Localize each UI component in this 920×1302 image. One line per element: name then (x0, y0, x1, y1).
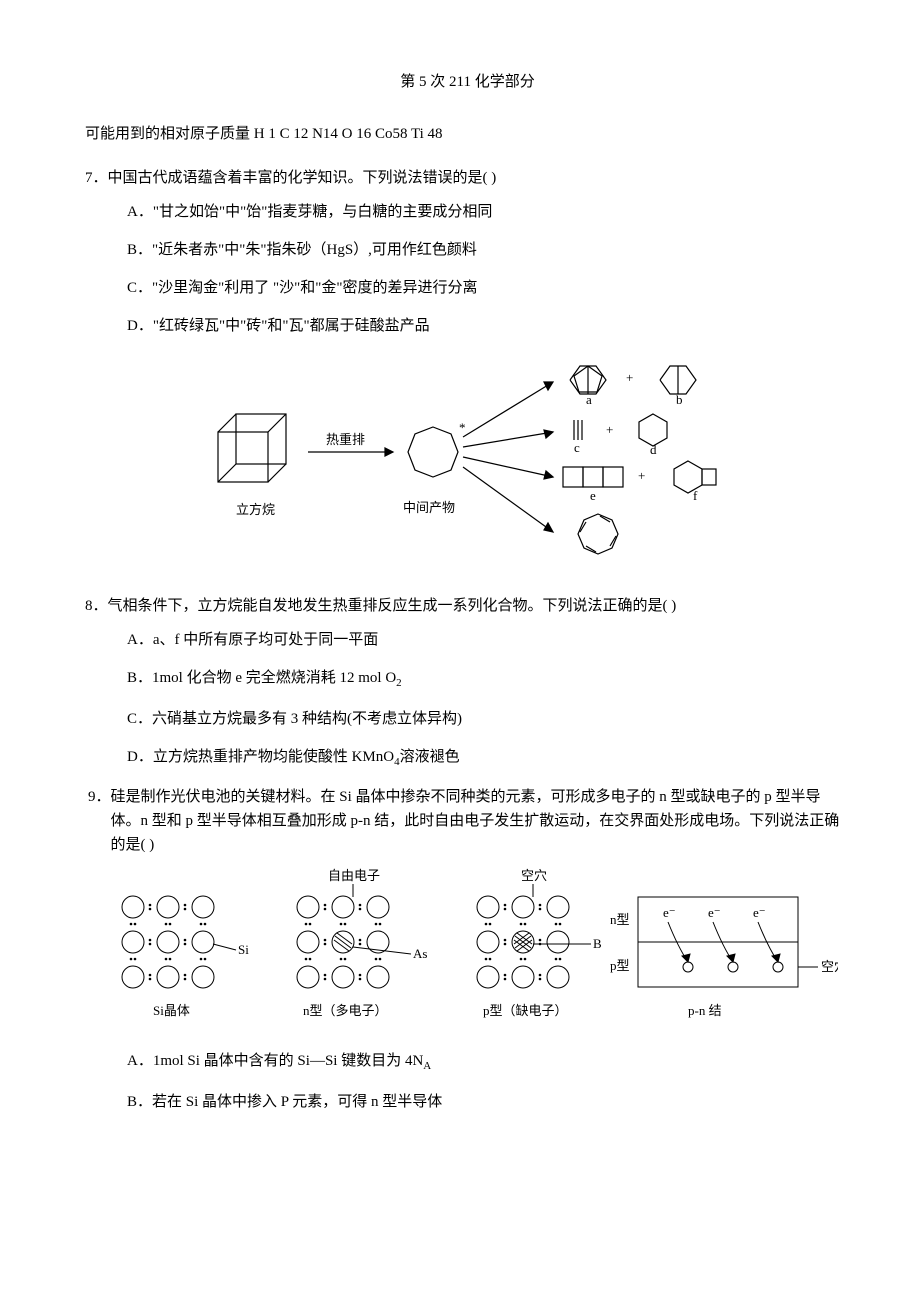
label-plus-3: + (638, 468, 645, 483)
q9-option-b: B．若在 Si 晶体中掺入 P 元素，可得 n 型半导体 (127, 1090, 850, 1114)
label-free-electron: 自由电子 (328, 868, 380, 883)
caption-p-type: p型（缺电子） (483, 1003, 568, 1018)
label-a: a (586, 392, 592, 407)
label-d: d (650, 442, 657, 457)
label-e3: e⁻ (753, 905, 766, 920)
q9-stem: 9．硅是制作光伏电池的关键材料。在 Si 晶体中掺杂不同种类的元素，可形成多电子… (85, 785, 850, 857)
caption-n-type: n型（多电子） (303, 1003, 388, 1018)
q7-option-c: C．"沙里淘金"利用了 "沙"和"金"密度的差异进行分离 (127, 276, 850, 300)
question-7: 7．中国古代成语蕴含着丰富的化学知识。下列说法错误的是( ) A．"甘之如饴"中… (85, 166, 850, 338)
label-p-side: p型 (610, 958, 630, 973)
label-hole-top: 空穴 (521, 868, 547, 883)
q9-option-a: A．1mol Si 晶体中含有的 Si—Si 键数目为 4NA (127, 1049, 850, 1076)
label-e: e (590, 488, 596, 503)
q8-option-b: B．1mol 化合物 e 完全燃烧消耗 12 mol O2 (127, 666, 850, 693)
q8-b-text: B．1mol 化合物 e 完全燃烧消耗 12 mol O (127, 670, 396, 686)
q8-d-post: 溶液褪色 (400, 749, 460, 765)
label-star: * (459, 420, 466, 435)
label-e2: e⁻ (708, 905, 721, 920)
q9-a-sub: A (423, 1060, 431, 1072)
label-cubane: 立方烷 (236, 502, 275, 517)
figure-semiconductor: Si Si晶体 (85, 867, 850, 1035)
q8-option-c: C．六硝基立方烷最多有 3 种结构(不考虑立体异构) (127, 707, 850, 731)
q7-option-a: A．"甘之如饴"中"饴"指麦芽糖，与白糖的主要成分相同 (127, 200, 850, 224)
figure-cubane: 立方烷 热重排 * 中间产物 (85, 352, 850, 580)
question-8: 8．气相条件下，立方烷能自发地发生热重排反应生成一系列化合物。下列说法正确的是(… (85, 594, 850, 771)
label-n-side: n型 (610, 912, 630, 927)
panel-si: Si (122, 896, 249, 988)
label-plus-1: + (626, 370, 633, 385)
q7-option-d: D．"红砖绿瓦"中"砖"和"瓦"都属于硅酸盐产品 (127, 314, 850, 338)
label-hole-right: 空穴 (821, 959, 838, 974)
label-e1: e⁻ (663, 905, 676, 920)
label-as: As (413, 946, 427, 961)
q8-b-sub: 2 (396, 677, 402, 689)
cubane-diagram-svg: 立方烷 热重排 * 中间产物 (158, 352, 778, 572)
label-b: b (676, 392, 683, 407)
q9-a-pre: A．1mol Si 晶体中含有的 Si—Si 键数目为 4N (127, 1053, 423, 1069)
q8-option-a: A．a、f 中所有原子均可处于同一平面 (127, 628, 850, 652)
label-f: f (693, 488, 698, 503)
caption-pn-junction: p-n 结 (688, 1003, 722, 1018)
semiconductor-svg: Si Si晶体 (98, 867, 838, 1027)
atomic-mass-line: 可能用到的相对原子质量 H 1 C 12 N14 O 16 Co58 Ti 48 (85, 122, 850, 146)
caption-si-crystal: Si晶体 (153, 1003, 190, 1018)
label-intermediate: 中间产物 (403, 500, 455, 515)
q7-option-b: B．"近朱者赤"中"朱"指朱砂（HgS）,可用作红色颜料 (127, 238, 850, 262)
panel-n-type: 自由电子 As (297, 868, 427, 988)
label-b-dopant: B (593, 936, 602, 951)
label-c: c (574, 440, 580, 455)
q8-d-pre: D．立方烷热重排产物均能使酸性 KMnO (127, 749, 394, 765)
label-plus-2: + (606, 422, 613, 437)
label-rearrange: 热重排 (326, 432, 365, 447)
page-title: 第 5 次 211 化学部分 (85, 70, 850, 94)
q8-stem: 8．气相条件下，立方烷能自发地发生热重排反应生成一系列化合物。下列说法正确的是(… (85, 594, 850, 618)
panel-pn-junction: e⁻ e⁻ e⁻ n型 p型 空穴 (610, 897, 838, 987)
q7-stem: 7．中国古代成语蕴含着丰富的化学知识。下列说法错误的是( ) (85, 166, 850, 190)
panel-p-type: 空穴 B (477, 868, 602, 988)
label-si: Si (238, 942, 249, 957)
q8-option-d: D．立方烷热重排产物均能使酸性 KMnO4溶液褪色 (127, 745, 850, 772)
question-9: 9．硅是制作光伏电池的关键材料。在 Si 晶体中掺杂不同种类的元素，可形成多电子… (85, 785, 850, 1114)
